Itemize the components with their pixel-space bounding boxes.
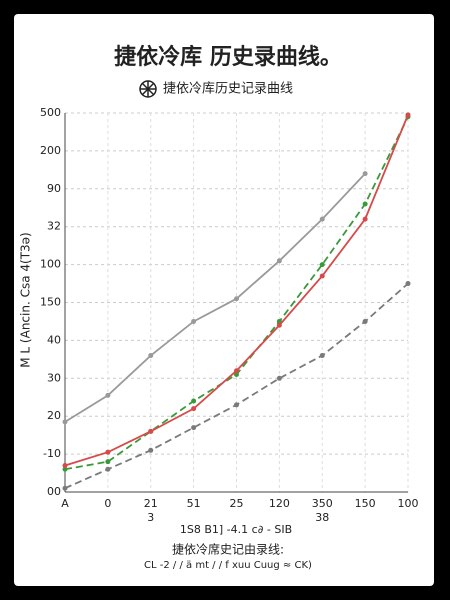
y-tick-label: 100: [40, 258, 61, 271]
series-point: [405, 281, 411, 287]
x-tick-label: 350: [312, 497, 333, 510]
x-tick-sublabel: 38: [315, 511, 329, 524]
series-point: [362, 318, 368, 324]
chart-title: 捷依冷库 历史录曲线。: [114, 44, 342, 70]
y-axis-label: M L (Ancin. Csa 4(T3ə): [19, 232, 33, 367]
series-point: [276, 322, 282, 328]
footer-title: 捷依冷席史记由录线:: [172, 542, 284, 557]
series-point: [191, 406, 197, 412]
series-point: [319, 273, 325, 279]
chart-subtitle: 捷依冷库历史记录曲线: [163, 81, 293, 97]
series-point: [362, 171, 368, 177]
series-point: [191, 425, 197, 431]
series-point: [234, 368, 239, 374]
y-tick-label: 30: [47, 371, 61, 384]
x-axis-label: 1S8 B1] -4.1 c∂ - SIB: [180, 523, 292, 536]
series-point: [148, 447, 154, 453]
series-point: [234, 372, 239, 378]
series-point: [276, 375, 282, 381]
x-tick-label: 51: [187, 497, 201, 510]
x-tick-label: 150: [355, 497, 376, 510]
y-tick-label: 20: [47, 409, 61, 422]
footer-note: CL -2 / / ä mt / / f xuu Cuug ≈ CK): [144, 560, 312, 571]
series-point: [234, 402, 239, 408]
series-point: [319, 262, 325, 268]
series-point: [191, 398, 197, 404]
series-point: [105, 466, 111, 472]
y-tick-label: 90: [47, 182, 61, 195]
x-tick-label: A: [61, 497, 69, 510]
series-point: [62, 419, 68, 425]
series-point: [191, 318, 197, 324]
x-tick-label: 120: [269, 497, 290, 510]
series-point: [405, 112, 411, 118]
series-point: [319, 216, 325, 222]
series-point: [362, 201, 368, 207]
y-tick-label: 32: [47, 220, 61, 233]
y-tick-label: 40: [47, 333, 61, 346]
y-tick-label: 200: [40, 144, 61, 157]
series-line: [64, 173, 366, 423]
legend-icon: [139, 80, 157, 98]
series-point: [148, 428, 154, 434]
x-tick-label: 0: [104, 497, 111, 510]
series-point: [105, 449, 111, 455]
series-point: [362, 216, 368, 222]
series-point: [62, 485, 68, 491]
y-tick-label: 150: [40, 296, 61, 309]
x-tick-label: 21: [144, 497, 158, 510]
x-tick-label: 100: [398, 497, 419, 510]
y-tick-label: -10: [43, 447, 61, 460]
x-tick-label: 25: [230, 497, 244, 510]
series-point: [62, 462, 68, 468]
series-point: [105, 459, 111, 465]
series-point: [105, 392, 111, 398]
x-tick-sublabel: 3: [147, 511, 154, 524]
series-point: [234, 296, 239, 302]
y-tick-label: 500: [40, 106, 61, 119]
y-tick-label: 00: [47, 485, 61, 498]
series-point: [276, 258, 282, 264]
series-point: [62, 466, 68, 472]
card: [14, 14, 434, 586]
series-point: [319, 353, 325, 359]
series-point: [148, 353, 154, 359]
